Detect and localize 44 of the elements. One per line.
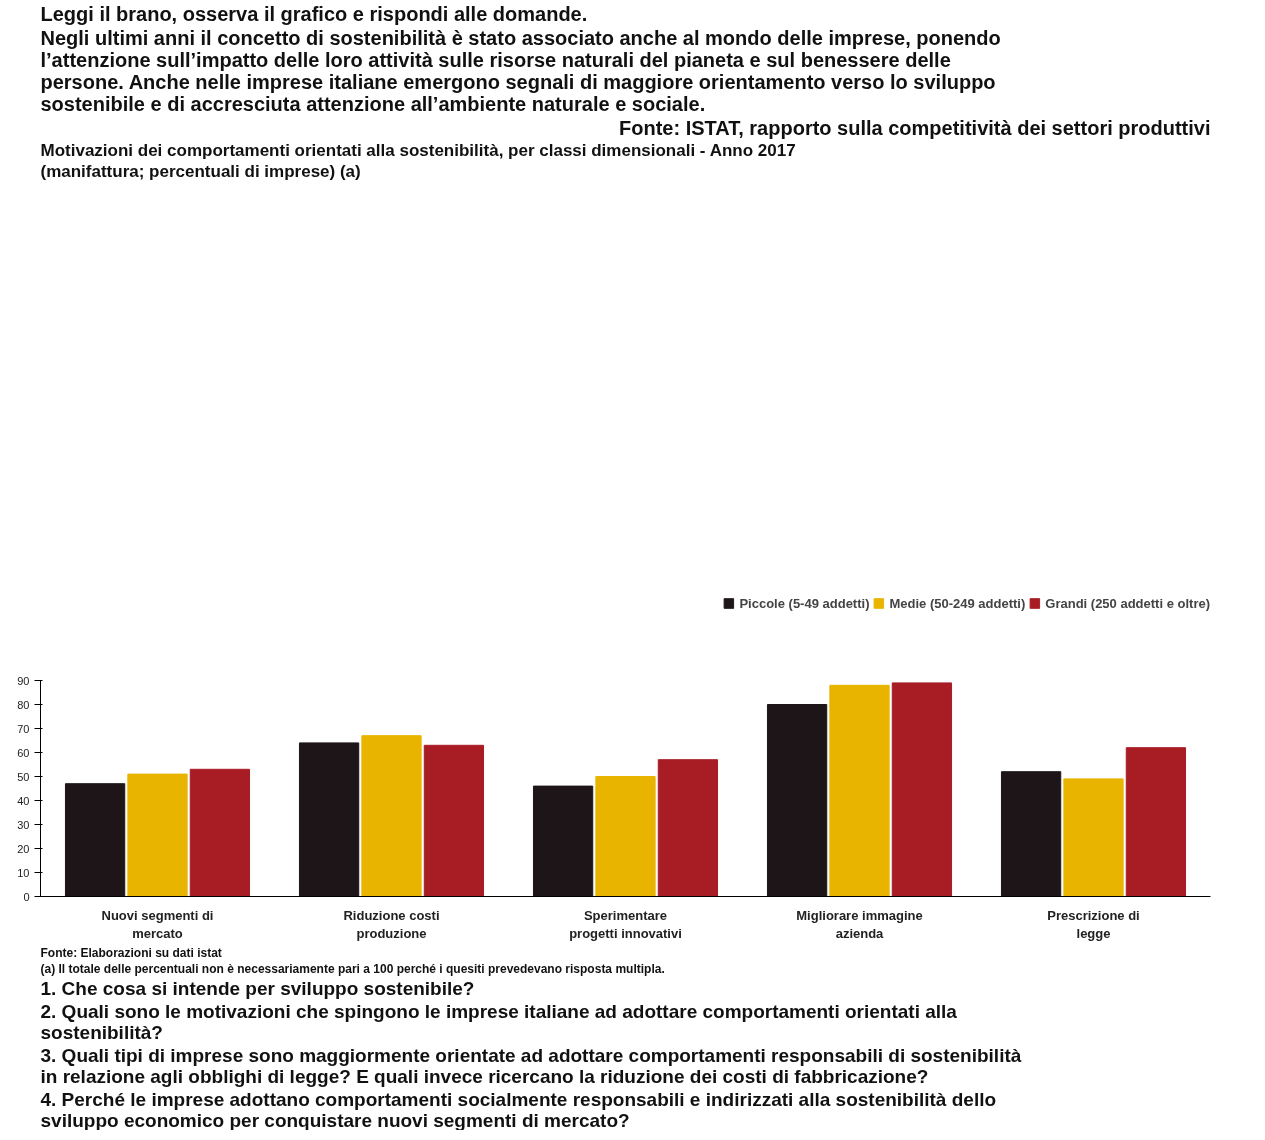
x-tick-label: Migliorare immagine azienda xyxy=(796,907,923,941)
y-tick-label: 0 xyxy=(23,890,30,903)
text: 4. Perché le imprese adottano comportamenti socialmente responsabili e indirizzati alla sostenibilità dello sviluppo economico per conquistare nuovi segmenti di mercato? xyxy=(40,1088,997,1131)
bar xyxy=(1063,778,1124,897)
y-tick-label: 40 xyxy=(17,794,30,807)
bar xyxy=(1000,771,1062,897)
y-tick-label: 20 xyxy=(17,842,30,855)
source-note: Fonte: Elaborazioni su dati istat xyxy=(40,945,222,960)
y-tick-label: 30 xyxy=(17,818,30,831)
y-tick-label: 60 xyxy=(17,746,30,759)
y-tick-label: 80 xyxy=(17,698,30,711)
bar xyxy=(361,735,422,897)
y-tick-label: 10 xyxy=(17,866,30,879)
source-note: Fonte: ISTAT, rapporto sulla competitività dei settori produttivi xyxy=(618,116,1211,139)
chart-subtitle: (manifattura; percentuali di imprese) (a) xyxy=(40,161,361,181)
x-tick-label: Nuovi segmenti di mercato xyxy=(101,907,214,941)
bar xyxy=(423,744,485,897)
bar xyxy=(532,785,594,897)
x-tick-label: Sperimentare progetti innovativi xyxy=(569,907,682,941)
chart-title: Motivazioni dei comportamenti orientati alla sostenibilità, per classi dimensionali - Anno 2017 xyxy=(40,140,796,160)
bar xyxy=(891,682,953,897)
bar xyxy=(1125,747,1187,897)
bar xyxy=(127,773,188,897)
x-tick-label: Riduzione costi produzione xyxy=(343,907,440,941)
bar xyxy=(829,684,890,897)
text: 3. Quali tipi di imprese sono maggiormente orientate ad adottare comportamenti responsabili di sostenibilità in relazione agli obblighi di legge? E quali invece ricercano la riduzione dei costi di fabbricazione? xyxy=(40,1044,1022,1087)
text: 1. Che cosa si intende per sviluppo sostenibile? xyxy=(40,977,475,999)
text: Leggi il brano, osserva il grafico e rispondi alle domande. xyxy=(40,2,588,25)
text: (a) Il totale delle percentuali non è necessariamente pari a 100 perché i quesiti prevedevano risposta multipla. xyxy=(40,961,665,976)
y-tick-label: 50 xyxy=(17,770,30,783)
bar xyxy=(189,768,251,897)
bar xyxy=(64,783,126,897)
bar xyxy=(657,759,719,897)
bar xyxy=(595,776,656,897)
text: Negli ultimi anni il concetto di sostenibilità è stato associato anche al mondo delle imprese, ponendo l’attenzione sull’impatto delle loro attività sulle risorse naturali del pianeta e sul benessere delle persone. Anche nelle imprese italiane emergono segnali di maggiore orientamento verso lo sviluppo sostenibile e di accresciuta attenzione all’ambiente naturale e sociale. xyxy=(40,26,1001,115)
legend-label: Grandi (250 addetti e oltre) xyxy=(1045,595,1210,611)
bar xyxy=(298,742,360,897)
y-tick-label: 90 xyxy=(17,674,30,687)
text: 2. Quali sono le motivazioni che spingono le imprese italiane ad adottare comportamenti orientati alla sostenibilità? xyxy=(40,1000,958,1043)
legend-label: Medie (50-249 addetti) xyxy=(889,595,1026,611)
bar xyxy=(766,704,828,897)
x-tick-label: Prescrizione di legge xyxy=(1047,907,1140,941)
y-tick-label: 70 xyxy=(17,722,30,735)
legend-label: Piccole (5-49 addetti) xyxy=(739,595,870,611)
